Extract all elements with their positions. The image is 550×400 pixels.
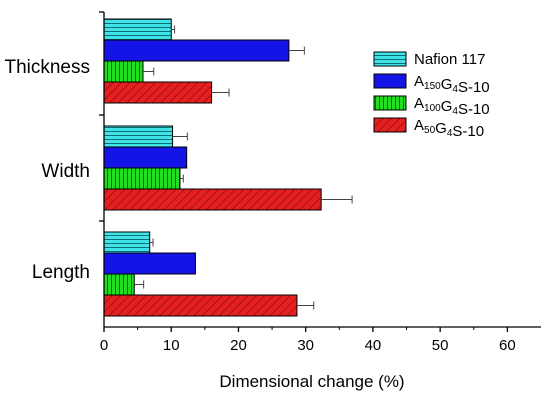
- bar-thickness-3: [103, 81, 213, 104]
- category-label-width: Width: [41, 161, 90, 182]
- x-tick-label: 10: [163, 337, 180, 354]
- x-tick-label: 0: [100, 337, 108, 354]
- bar-width-3: [103, 188, 322, 211]
- x-tick-label: 50: [432, 337, 449, 354]
- legend-label-1: A150G4S-10: [414, 73, 490, 96]
- legend-swatch-0: [373, 51, 407, 67]
- axes: 0 10 20 30 40 50 60 Thickness Width Length: [4, 11, 541, 354]
- bar-length-0: [103, 231, 151, 254]
- bar-thickness-1: [103, 39, 290, 62]
- bar-width-1: [103, 146, 188, 169]
- bar-thickness-2: [103, 60, 144, 83]
- legend-label-0: Nafion 117: [414, 51, 485, 68]
- category-label-length: Length: [32, 262, 90, 283]
- legend-swatch-2: [373, 95, 407, 111]
- bar-thickness-0: [103, 18, 172, 41]
- legend-label-2: A100G4S-10: [414, 95, 490, 118]
- legend-label-3: A50G4S-10: [414, 117, 484, 140]
- bar-width-2: [103, 167, 181, 190]
- legend-swatch-3: [373, 117, 407, 133]
- x-tick-label: 40: [365, 337, 382, 354]
- bar-length-2: [103, 273, 135, 296]
- plot-area: [103, 18, 353, 317]
- legend-swatch-1: [373, 73, 407, 89]
- x-tick-label: 20: [230, 337, 247, 354]
- bar-width-0: [103, 125, 174, 148]
- x-axis-title: Dimensional change (%): [219, 372, 404, 391]
- x-tick-label: 60: [499, 337, 516, 354]
- bar-length-1: [103, 252, 196, 275]
- x-tick-label: 30: [297, 337, 314, 354]
- category-label-thickness: Thickness: [4, 57, 90, 78]
- bar-length-3: [103, 294, 298, 317]
